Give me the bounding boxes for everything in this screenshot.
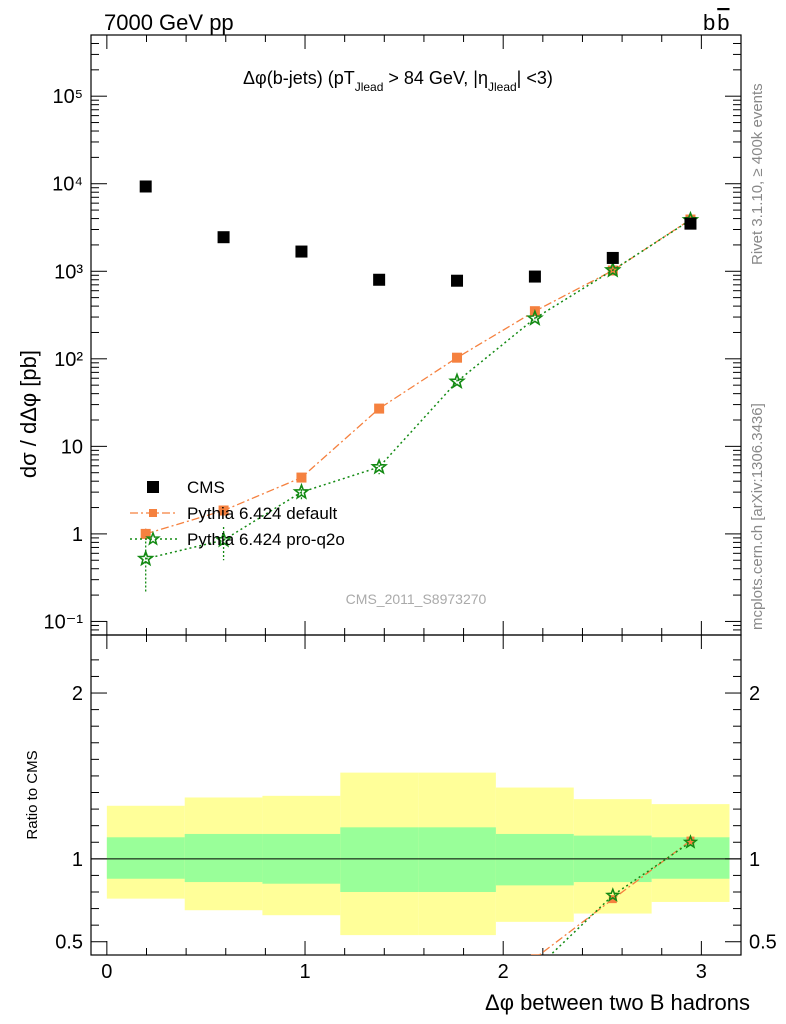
legend-label: CMS (187, 478, 225, 497)
legend-marker-cms (147, 481, 159, 493)
point-pythia-pro-q2o (214, 530, 233, 548)
ratio-point-pythia-default (530, 954, 539, 955)
data-series (136, 180, 700, 592)
point-cms (606, 251, 619, 264)
ratio-plot-border (90, 634, 742, 956)
ratio-tick-label: 2 (749, 683, 760, 705)
point-pythia-pro-q2o (136, 549, 155, 567)
series-line-pythia-pro-q2o (145, 219, 691, 560)
y-tick-label: 10 (61, 436, 83, 458)
x-axis-label: Δφ between two B hadrons (485, 990, 750, 1015)
y-tick-label: 10² (54, 349, 83, 371)
ratio-band-inner (495, 833, 574, 886)
ratio-line-pythia-pro-q2o (549, 841, 691, 955)
rivet-version-label: Rivet 3.1.10, ≥ 400k events (749, 83, 766, 265)
legend-label: Pythia 6.424 default (187, 504, 338, 523)
point-pythia-pro-q2o (525, 308, 544, 326)
y-tick-label: 1 (72, 524, 83, 546)
point-cms (684, 217, 697, 230)
y-axis-label: dσ / dΔφ [pb] (16, 350, 41, 478)
ratio-band-inner (184, 833, 263, 883)
legend-marker-pythia-pro-q2o (145, 530, 161, 546)
x-tick-label: 0 (101, 961, 112, 983)
x-tick-label: 1 (299, 961, 310, 983)
ratio-band-inner (106, 837, 185, 879)
ratio-y-axis-label: Ratio to CMS (24, 750, 41, 839)
ratio-point-pythia-default (686, 836, 695, 845)
y-tick-label: 10⁻¹ (44, 611, 84, 633)
point-cms (295, 245, 308, 258)
ratio-tick-label: 0.5 (749, 932, 777, 954)
legend-label: Pythia 6.424 pro-q2o (187, 530, 345, 549)
point-pythia-pro-q2o (370, 457, 388, 475)
plot-title: Δφ(b-jets) (pTJlead > 84 GeV, |ηJlead| <… (243, 68, 553, 94)
point-pythia-default (452, 352, 463, 363)
analysis-watermark: CMS_2011_S8973270 (346, 591, 487, 607)
ratio-error-bands (91, 772, 741, 936)
point-pythia-default (218, 505, 229, 516)
point-cms (217, 231, 230, 244)
legend: CMS Pythia 6.424 default Pythia 6.424 pro-… (130, 478, 345, 549)
y-tick-label: 10³ (54, 261, 83, 283)
ratio-band-inner (418, 827, 496, 892)
ratio-tick-label: 1 (749, 849, 760, 871)
point-pythia-default (140, 528, 151, 539)
point-pythia-pro-q2o (292, 482, 311, 500)
point-pythia-default (296, 472, 307, 483)
ratio-band-inner (340, 827, 419, 892)
point-cms (373, 273, 386, 286)
ratio-tick-label: 2 (72, 683, 83, 705)
ratio-point-pythia-pro-q2o (605, 887, 621, 902)
header-left: 7000 GeV pp (104, 10, 234, 35)
ratio-tick-label: 1 (72, 849, 83, 871)
ratio-series-clipped (530, 834, 699, 955)
point-cms (139, 180, 152, 193)
point-cms (451, 274, 464, 287)
ratio-tick-label: 0.5 (55, 932, 83, 954)
y-tick-label: 10⁴ (52, 174, 83, 196)
x-tick-label: 3 (696, 961, 707, 983)
ratio-series (530, 834, 699, 955)
point-pythia-default (374, 403, 385, 414)
header-right: bb (703, 10, 730, 35)
point-pythia-pro-q2o (448, 372, 466, 390)
x-tick-label: 2 (498, 961, 509, 983)
ratio-line-pythia-default (538, 840, 691, 955)
series-line-pythia-default (145, 218, 691, 535)
axis-ticks: 0 1 2 3 10⁻¹ 1 10 10² 10³ 10⁴ 10⁵ 0.5 0.5 1 1 2 2 (44, 34, 777, 983)
ratio-point-pythia-default (608, 895, 617, 904)
ratio-plot-frame (90, 634, 742, 956)
legend-marker-pythia-default (149, 509, 157, 517)
point-pythia-pro-q2o (603, 260, 622, 278)
point-cms (528, 270, 541, 283)
ratio-point-pythia-pro-q2o (682, 834, 699, 849)
mcplots-label: mcplots.cern.ch [arXiv:1306.3436] (749, 403, 766, 630)
y-tick-label: 10⁵ (52, 86, 83, 108)
